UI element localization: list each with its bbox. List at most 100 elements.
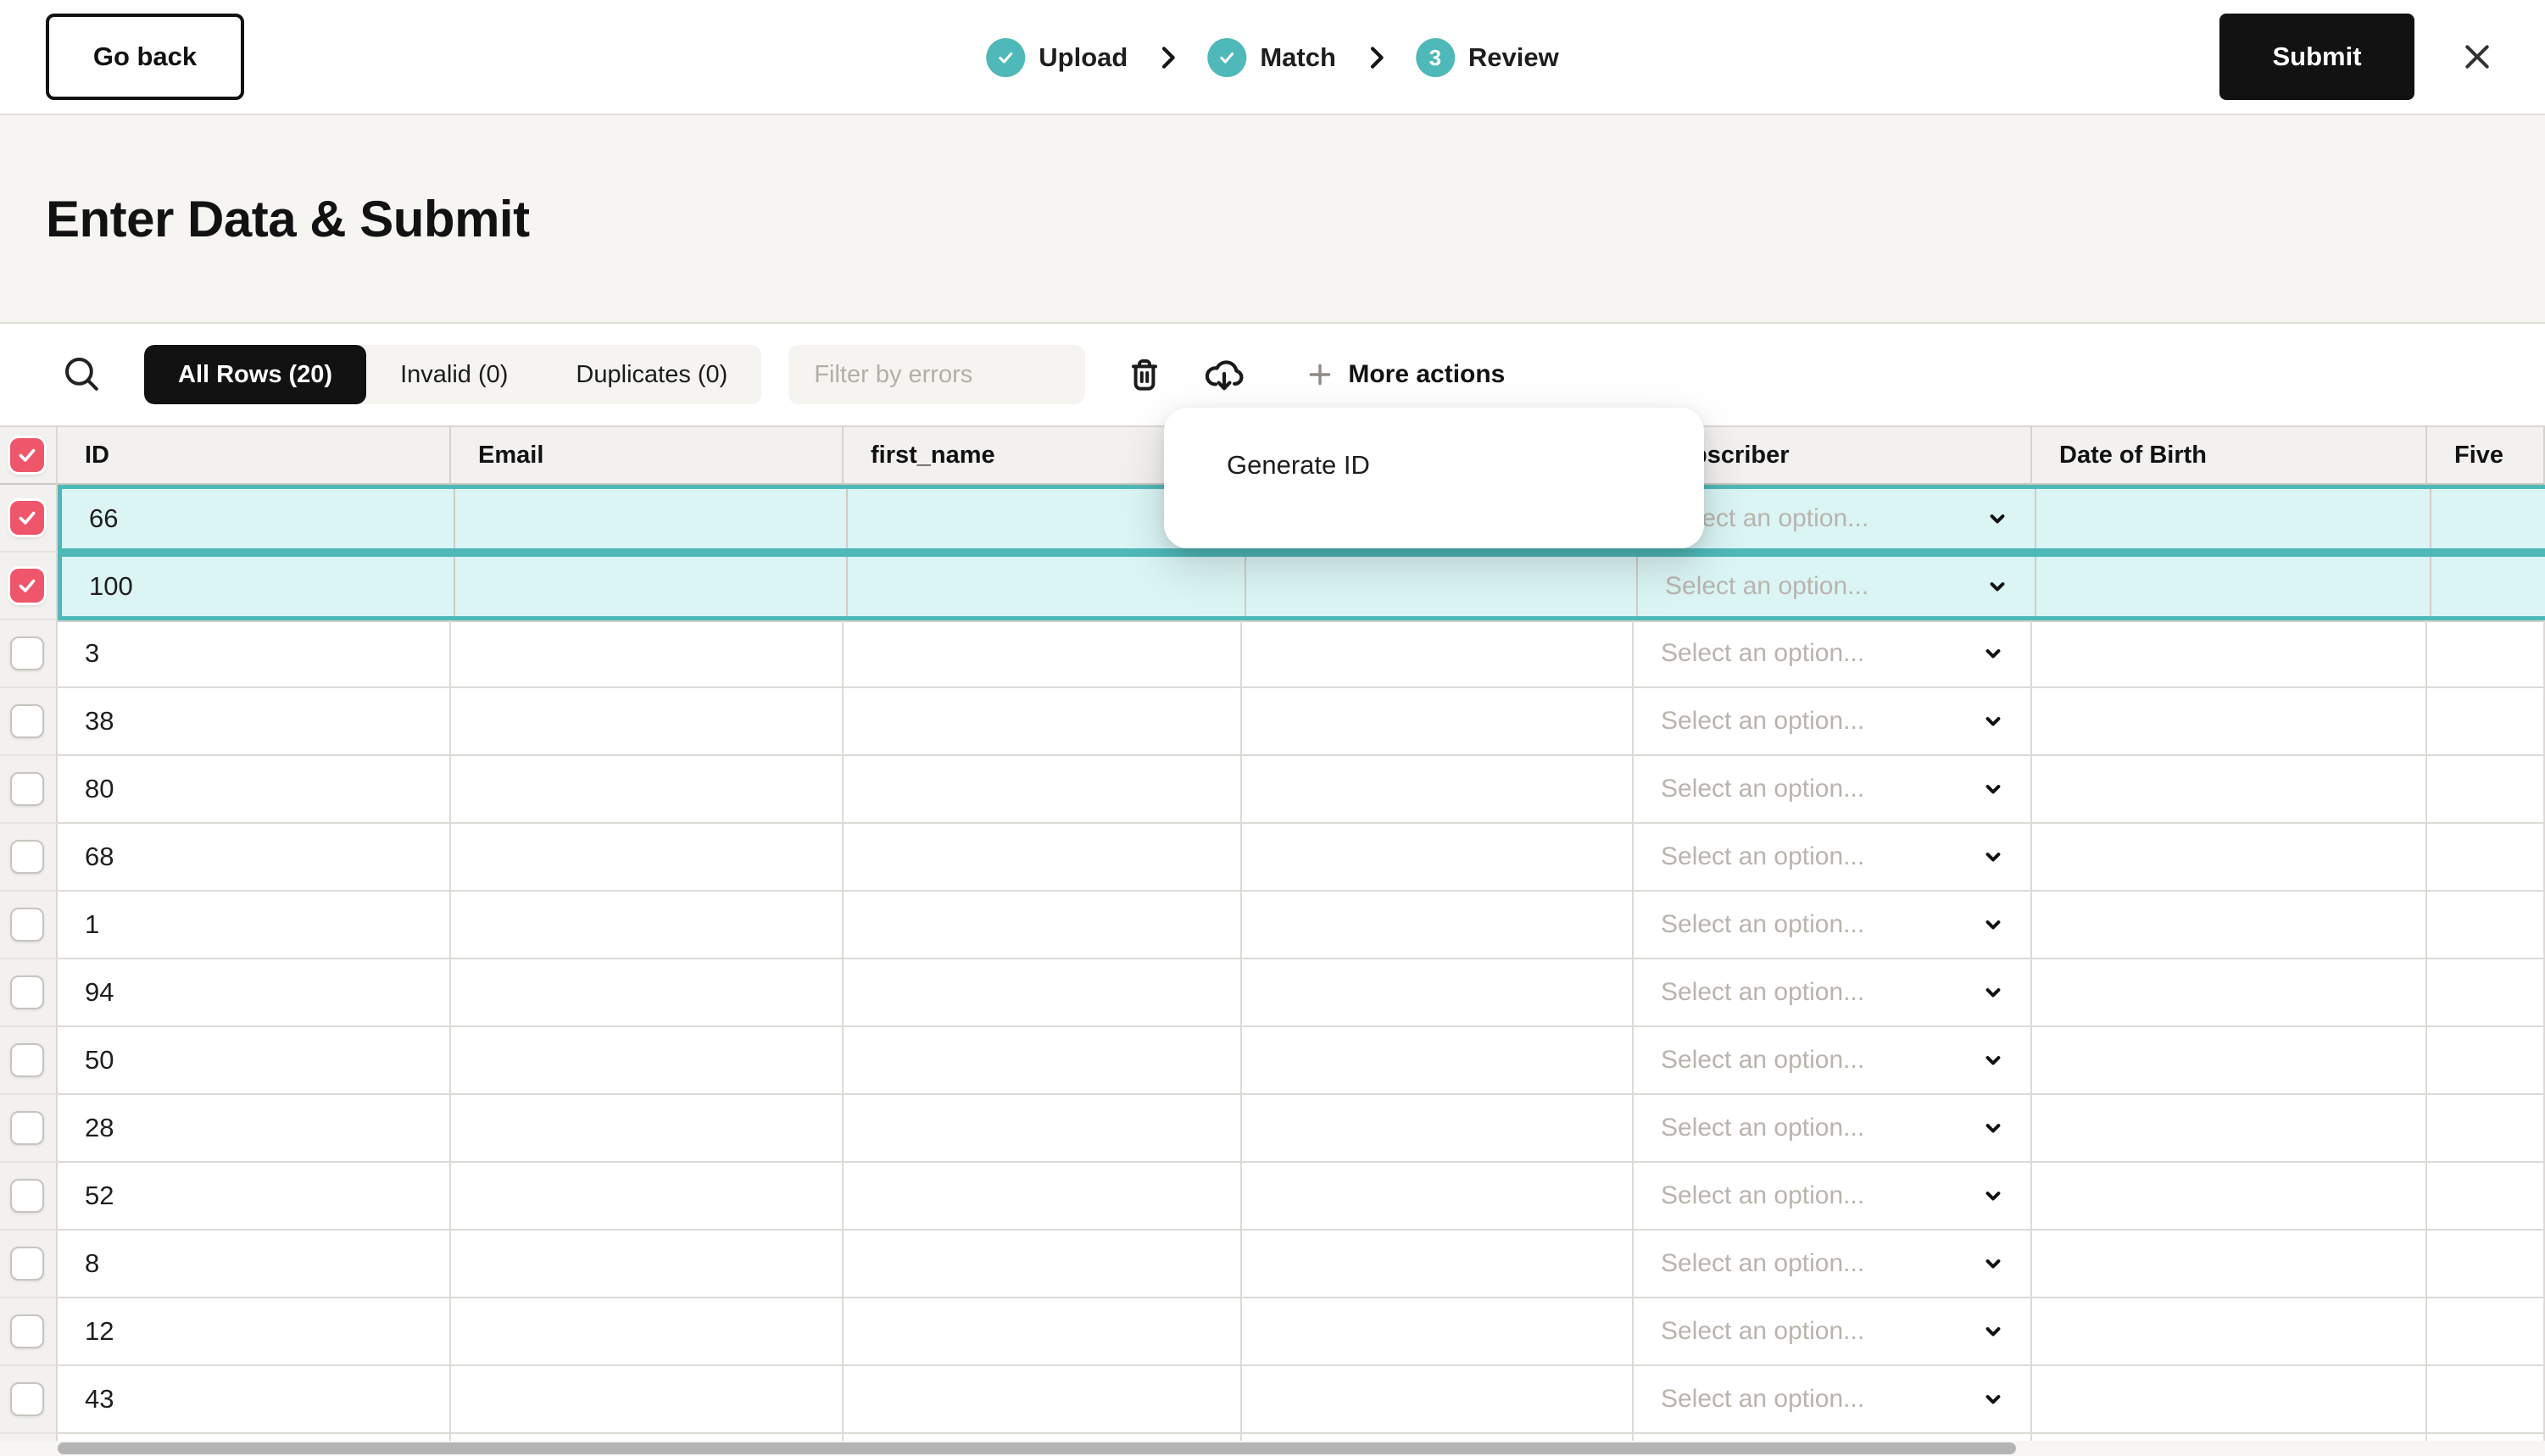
cell-empty[interactable] — [1242, 1231, 1634, 1297]
horizontal-scrollbar-track[interactable] — [0, 1441, 2545, 1456]
cell-empty[interactable] — [1242, 1298, 1634, 1364]
cell-empty[interactable] — [451, 620, 844, 686]
row-checkbox[interactable] — [10, 1043, 44, 1077]
cell-empty[interactable] — [451, 824, 844, 890]
cell-empty[interactable] — [844, 824, 1242, 890]
cell-id[interactable]: 12 — [58, 1298, 451, 1364]
cell-id[interactable]: 94 — [58, 959, 451, 1025]
cell-empty[interactable] — [2427, 1095, 2545, 1161]
cell-empty[interactable] — [2431, 489, 2545, 548]
cell-empty[interactable] — [451, 892, 844, 958]
cell-id[interactable]: 28 — [58, 1095, 451, 1161]
cell-empty[interactable] — [2032, 892, 2427, 958]
cell-empty[interactable] — [2427, 1366, 2545, 1432]
cell-empty[interactable] — [2427, 1163, 2545, 1229]
cell-subscriber-select[interactable]: Select an option... — [1634, 620, 2032, 686]
cell-empty[interactable] — [2032, 620, 2427, 686]
cell-empty[interactable] — [2032, 1366, 2427, 1432]
row-checkbox[interactable] — [10, 975, 44, 1009]
cell-empty[interactable] — [1242, 892, 1634, 958]
cell-empty[interactable] — [1246, 557, 1638, 616]
row-checkbox[interactable] — [10, 1179, 44, 1213]
cell-empty[interactable] — [2427, 824, 2545, 890]
cell-empty[interactable] — [451, 1095, 844, 1161]
cell-id[interactable]: 1 — [58, 892, 451, 958]
cell-subscriber-select[interactable]: Select an option... — [1634, 824, 2032, 890]
cell-empty[interactable] — [2032, 959, 2427, 1025]
cell-empty[interactable] — [1242, 959, 1634, 1025]
tab-duplicates-0[interactable]: Duplicates (0) — [576, 360, 728, 388]
cell-empty[interactable] — [2427, 1027, 2545, 1093]
row-checkbox[interactable] — [10, 501, 44, 535]
cell-subscriber-select[interactable]: Select an option... — [1634, 959, 2032, 1025]
cell-empty[interactable] — [2427, 959, 2545, 1025]
cell-empty[interactable] — [2427, 892, 2545, 958]
row-checkbox[interactable] — [10, 704, 44, 738]
more-actions-button[interactable]: More actions — [1306, 360, 1505, 389]
cell-id[interactable]: 38 — [58, 688, 451, 754]
row-checkbox[interactable] — [10, 1382, 44, 1416]
cell-empty[interactable] — [2427, 1231, 2545, 1297]
column-header-date-of-birth[interactable]: Date of Birth — [2032, 427, 2427, 485]
cell-empty[interactable] — [844, 892, 1242, 958]
cell-id[interactable]: 100 — [62, 557, 455, 616]
cell-subscriber-select[interactable]: Select an option... — [1634, 892, 2032, 958]
cell-id[interactable]: 52 — [58, 1163, 451, 1229]
download-icon[interactable] — [1202, 353, 1246, 397]
cell-empty[interactable] — [451, 688, 844, 754]
row-checkbox[interactable] — [10, 1314, 44, 1348]
cell-empty[interactable] — [844, 756, 1242, 822]
cell-subscriber-select[interactable]: Select an option... — [1634, 1298, 2032, 1364]
cell-empty[interactable] — [455, 557, 848, 616]
row-checkbox[interactable] — [10, 1247, 44, 1281]
row-checkbox[interactable] — [10, 569, 44, 603]
tab-invalid-0[interactable]: Invalid (0) — [400, 360, 509, 388]
step-match[interactable]: Match — [1207, 38, 1336, 77]
cell-id[interactable]: 3 — [58, 620, 451, 686]
cell-id[interactable]: 8 — [58, 1231, 451, 1297]
cell-subscriber-select[interactable]: Select an option... — [1634, 756, 2032, 822]
cell-empty[interactable] — [451, 1298, 844, 1364]
cell-empty[interactable] — [844, 1095, 1242, 1161]
cell-empty[interactable] — [1242, 688, 1634, 754]
menu-item-generate-id[interactable]: Generate ID — [1227, 450, 1370, 480]
cell-empty[interactable] — [2032, 1163, 2427, 1229]
row-checkbox[interactable] — [10, 1111, 44, 1145]
row-checkbox[interactable] — [10, 636, 44, 670]
cell-empty[interactable] — [451, 756, 844, 822]
cell-empty[interactable] — [844, 1027, 1242, 1093]
column-header-email[interactable]: Email — [451, 427, 844, 485]
cell-empty[interactable] — [844, 1231, 1242, 1297]
close-icon[interactable] — [2459, 38, 2496, 75]
cell-empty[interactable] — [844, 1163, 1242, 1229]
cell-empty[interactable] — [844, 1298, 1242, 1364]
cell-empty[interactable] — [2427, 1298, 2545, 1364]
search-icon[interactable] — [61, 353, 103, 396]
cell-subscriber-select[interactable]: Select an option... — [1634, 1095, 2032, 1161]
cell-empty[interactable] — [1242, 1163, 1634, 1229]
cell-subscriber-select[interactable]: Select an option... — [1634, 1366, 2032, 1432]
cell-id[interactable]: 68 — [58, 824, 451, 890]
column-header-id[interactable]: ID — [58, 427, 451, 485]
cell-subscriber-select[interactable]: Select an option... — [1634, 1231, 2032, 1297]
cell-empty[interactable] — [844, 1366, 1242, 1432]
cell-empty[interactable] — [1242, 1366, 1634, 1432]
cell-empty[interactable] — [848, 557, 1246, 616]
cell-subscriber-select[interactable]: Select an option... — [1634, 1027, 2032, 1093]
cell-id[interactable]: 43 — [58, 1366, 451, 1432]
cell-empty[interactable] — [2427, 688, 2545, 754]
row-checkbox[interactable] — [10, 772, 44, 806]
select-all-checkbox[interactable] — [10, 438, 44, 472]
cell-empty[interactable] — [1242, 1027, 1634, 1093]
cell-empty[interactable] — [2032, 756, 2427, 822]
cell-empty[interactable] — [451, 1366, 844, 1432]
cell-empty[interactable] — [844, 620, 1242, 686]
go-back-button[interactable]: Go back — [46, 14, 244, 100]
trash-icon[interactable] — [1122, 353, 1167, 397]
cell-empty[interactable] — [1242, 1095, 1634, 1161]
cell-subscriber-select[interactable]: Select an option... — [1638, 557, 2036, 616]
cell-empty[interactable] — [2036, 489, 2431, 548]
cell-empty[interactable] — [2032, 1027, 2427, 1093]
cell-empty[interactable] — [451, 1163, 844, 1229]
cell-empty[interactable] — [2431, 557, 2545, 616]
